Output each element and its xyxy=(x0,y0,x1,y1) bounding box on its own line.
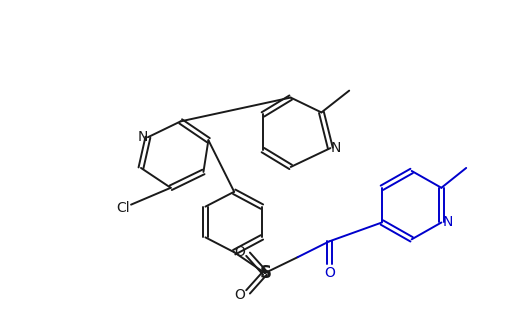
Text: Cl: Cl xyxy=(116,200,130,215)
Text: N: N xyxy=(137,130,148,144)
Text: O: O xyxy=(323,266,334,280)
Text: N: N xyxy=(330,141,341,155)
Text: N: N xyxy=(441,215,451,230)
Text: O: O xyxy=(234,245,245,259)
Text: S: S xyxy=(260,264,271,282)
Text: O: O xyxy=(234,288,245,302)
